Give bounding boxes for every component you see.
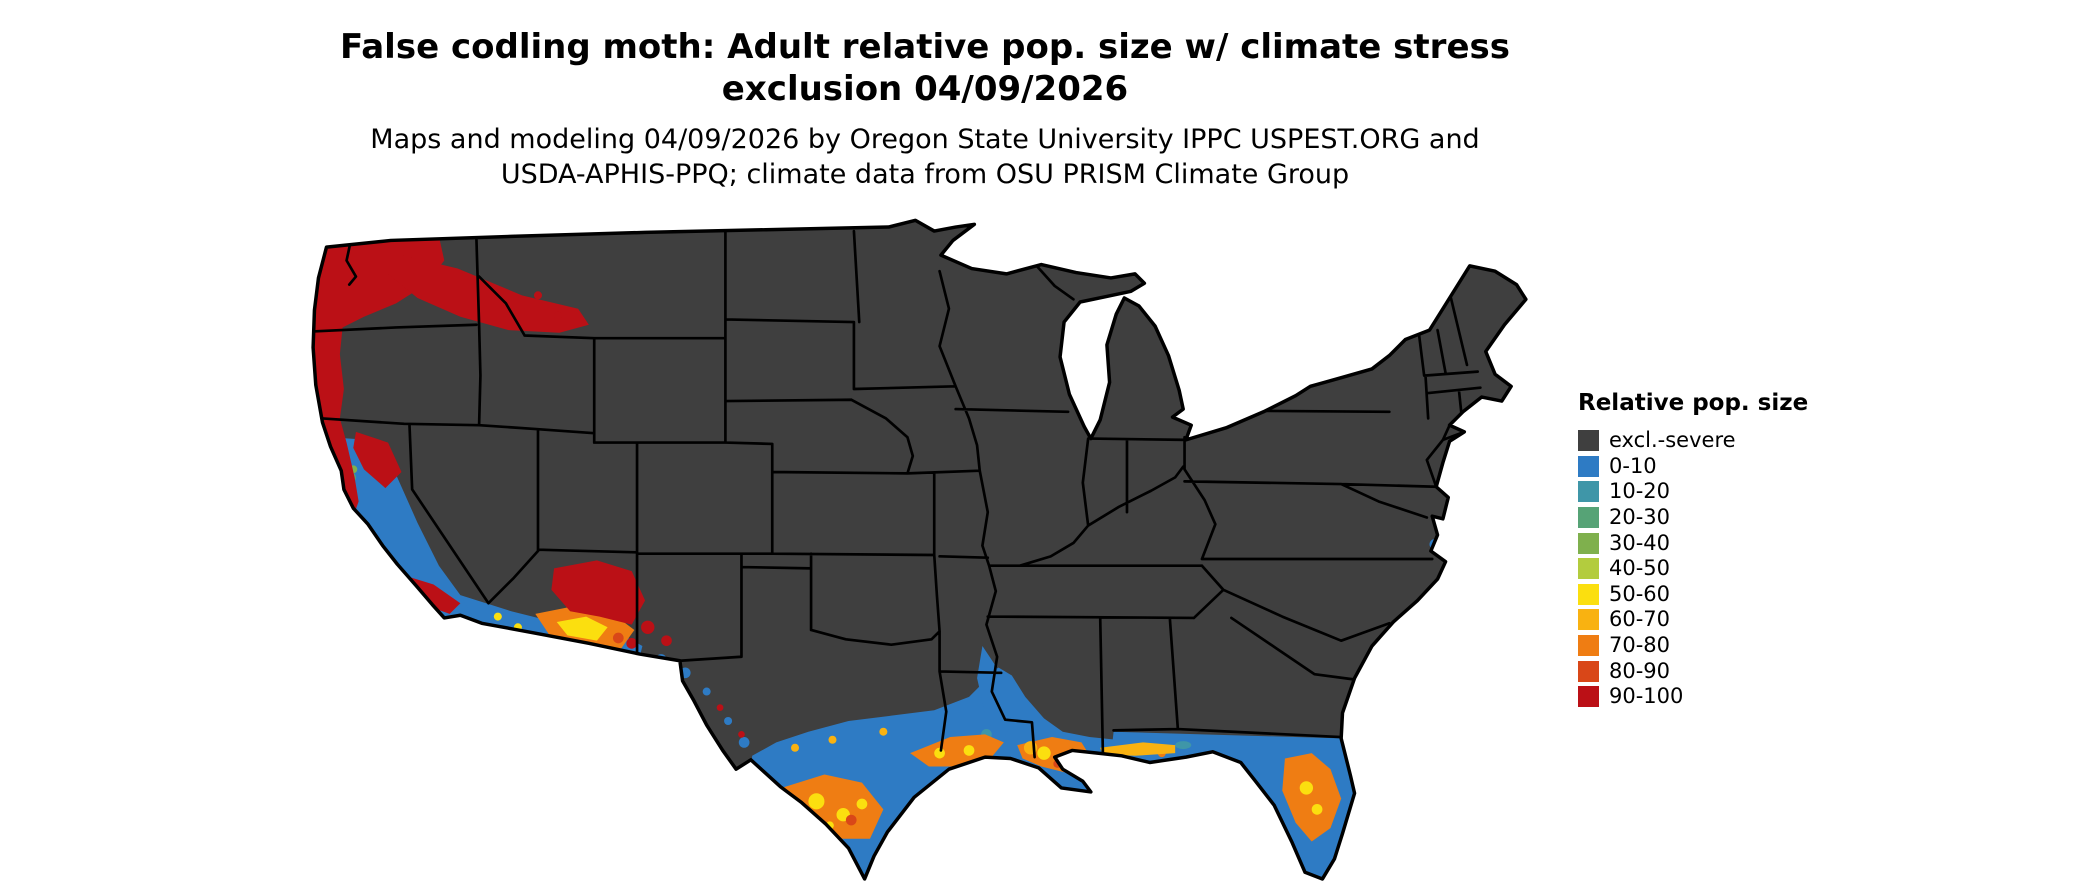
legend-swatch-90-100 <box>1578 686 1599 708</box>
legend-title: Relative pop. size <box>1578 390 1809 416</box>
legend-swatch-20-30 <box>1578 507 1599 529</box>
legend-label-50-60: 50-60 <box>1609 581 1671 606</box>
legend-item-30-40: 30-40 <box>1578 530 1808 556</box>
legend: Relative pop. size excl.-severe 0-10 10-… <box>1578 390 1808 710</box>
map-title-line2: exclusion 04/09/2026 <box>721 69 1129 109</box>
legend-item-0-10: 0-10 <box>1578 454 1808 480</box>
legend-swatch-60-70 <box>1578 609 1599 631</box>
legend-swatch-0-10 <box>1578 455 1599 477</box>
us-choropleth-map <box>311 218 1528 881</box>
legend-item-excl-severe: excl.-severe <box>1578 428 1808 454</box>
legend-swatch-70-80 <box>1578 635 1599 657</box>
map-title-line1: False codling moth: Adult relative pop. … <box>340 27 1510 67</box>
legend-label-excl-severe: excl.-severe <box>1609 428 1736 453</box>
legend-swatch-excl-severe <box>1578 430 1599 452</box>
legend-label-30-40: 30-40 <box>1609 530 1671 555</box>
legend-label-70-80: 70-80 <box>1609 633 1671 658</box>
map-subtitle-line2: USDA-APHIS-PPQ; climate data from OSU PR… <box>500 159 1350 190</box>
legend-swatch-40-50 <box>1578 558 1599 580</box>
legend-swatch-30-40 <box>1578 532 1599 554</box>
legend-label-40-50: 40-50 <box>1609 556 1671 581</box>
legend-item-40-50: 40-50 <box>1578 556 1808 582</box>
legend-label-0-10: 0-10 <box>1609 453 1657 478</box>
legend-label-80-90: 80-90 <box>1609 658 1671 683</box>
map-title: False codling moth: Adult relative pop. … <box>0 26 1850 110</box>
legend-swatch-50-60 <box>1578 583 1599 605</box>
legend-label-20-30: 20-30 <box>1609 505 1671 530</box>
legend-label-90-100: 90-100 <box>1609 684 1684 709</box>
legend-item-80-90: 80-90 <box>1578 658 1808 684</box>
legend-label-60-70: 60-70 <box>1609 607 1671 632</box>
state-borders <box>313 228 1482 759</box>
map-subtitle: Maps and modeling 04/09/2026 by Oregon S… <box>0 122 1850 192</box>
map-container <box>310 215 1529 892</box>
legend-item-70-80: 70-80 <box>1578 633 1808 659</box>
legend-swatch-80-90 <box>1578 660 1599 682</box>
legend-item-60-70: 60-70 <box>1578 607 1808 633</box>
legend-item-20-30: 20-30 <box>1578 505 1808 531</box>
legend-item-10-20: 10-20 <box>1578 479 1808 505</box>
legend-swatch-10-20 <box>1578 481 1599 503</box>
legend-label-10-20: 10-20 <box>1609 479 1671 504</box>
legend-item-90-100: 90-100 <box>1578 684 1808 710</box>
legend-item-50-60: 50-60 <box>1578 582 1808 608</box>
map-subtitle-line1: Maps and modeling 04/09/2026 by Oregon S… <box>370 124 1480 155</box>
